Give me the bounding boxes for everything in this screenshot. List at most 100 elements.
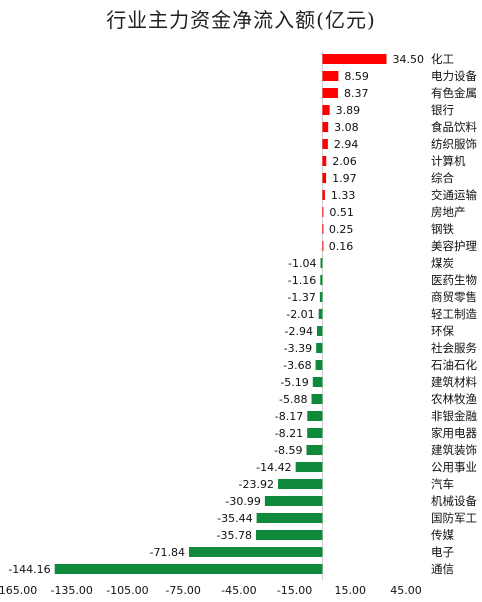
data-label: -30.99 <box>225 495 260 508</box>
bar <box>307 411 323 421</box>
data-label: 2.06 <box>332 155 357 168</box>
category-label: 机械设备 <box>431 494 477 508</box>
data-label: -2.01 <box>286 308 314 321</box>
data-label: -1.37 <box>287 291 315 304</box>
data-label: 0.25 <box>329 223 354 236</box>
category-label: 钢铁 <box>431 222 454 236</box>
category-label: 煤炭 <box>431 256 454 270</box>
category-label: 电力设备 <box>431 69 477 83</box>
bar <box>316 326 323 336</box>
category-label: 传媒 <box>431 528 454 542</box>
data-label: -3.68 <box>283 359 311 372</box>
category-label: 交通运输 <box>431 188 477 202</box>
category-label: 社会服务 <box>431 341 477 355</box>
bar <box>189 547 323 557</box>
bar <box>278 479 323 489</box>
bar <box>322 71 339 81</box>
category-label: 有色金属 <box>431 86 477 100</box>
chart-title: 行业主力资金净流入额(亿元) <box>106 8 376 32</box>
data-label: -8.21 <box>275 427 303 440</box>
category-label: 石油石化 <box>431 358 477 372</box>
category-label: 计算机 <box>431 154 466 168</box>
bar <box>322 88 338 98</box>
x-tick-label: -75.00 <box>165 584 200 597</box>
category-label: 商贸零售 <box>431 290 477 304</box>
data-label: -5.88 <box>279 393 307 406</box>
data-label: -1.16 <box>288 274 316 287</box>
bar <box>322 139 328 149</box>
data-label: 1.33 <box>331 189 356 202</box>
category-label: 国防军工 <box>431 511 477 525</box>
bar <box>322 156 327 166</box>
data-label: -2.94 <box>284 325 312 338</box>
category-label: 建筑材料 <box>431 375 477 389</box>
data-label: 0.16 <box>329 240 354 253</box>
category-label: 房地产 <box>431 205 466 219</box>
bar <box>311 394 323 404</box>
bar <box>307 428 323 438</box>
data-label: -5.19 <box>280 376 308 389</box>
category-label: 电子 <box>431 545 454 559</box>
bar <box>320 258 323 268</box>
bar <box>306 445 323 455</box>
category-label: 美容护理 <box>431 239 477 253</box>
category-label: 通信 <box>431 562 454 576</box>
bar <box>54 564 323 574</box>
bar <box>322 224 324 234</box>
x-tick-label: -105.00 <box>106 584 148 597</box>
x-tick-label: 45.00 <box>390 584 422 597</box>
bar <box>322 241 324 251</box>
bar <box>312 377 323 387</box>
bar <box>255 530 323 540</box>
category-label: 银行 <box>431 103 454 117</box>
bar <box>318 309 323 319</box>
data-label: -8.17 <box>275 410 303 423</box>
category-label: 综合 <box>431 171 454 185</box>
bar <box>295 462 323 472</box>
bar <box>315 360 323 370</box>
x-tick-label: 15.00 <box>335 584 367 597</box>
data-label: -35.78 <box>217 529 252 542</box>
bar <box>256 513 323 523</box>
bar <box>322 207 324 217</box>
x-tick-label: -165.00 <box>0 584 37 597</box>
data-label: -144.16 <box>8 563 50 576</box>
bar <box>264 496 323 506</box>
data-label: -23.92 <box>239 478 274 491</box>
bar <box>322 122 329 132</box>
data-label: 3.08 <box>334 121 359 134</box>
x-tick-label: -135.00 <box>50 584 92 597</box>
bar <box>320 275 323 285</box>
bar <box>322 54 387 64</box>
category-label: 医药生物 <box>431 273 477 287</box>
data-label: -8.59 <box>274 444 302 457</box>
data-label: 2.94 <box>334 138 359 151</box>
category-label: 纺织服饰 <box>431 137 477 151</box>
data-label: -71.84 <box>150 546 185 559</box>
data-label: 34.50 <box>393 53 425 66</box>
data-label: -1.04 <box>288 257 316 270</box>
category-label: 农林牧渔 <box>431 392 477 406</box>
bar <box>322 190 325 200</box>
category-label: 汽车 <box>431 477 454 491</box>
x-tick-label: -45.00 <box>221 584 256 597</box>
data-label: 1.97 <box>332 172 357 185</box>
category-label: 轻工制造 <box>431 307 477 321</box>
category-label: 食品饮料 <box>431 120 477 134</box>
data-label: -3.39 <box>284 342 312 355</box>
bar <box>319 292 323 302</box>
category-label: 非银金融 <box>431 409 477 423</box>
category-label: 建筑装饰 <box>431 443 477 457</box>
data-label: 8.59 <box>344 70 369 83</box>
data-label: 0.51 <box>329 206 354 219</box>
data-label: -14.42 <box>256 461 291 474</box>
category-label: 化工 <box>431 52 454 66</box>
bar <box>322 105 330 115</box>
bar <box>316 343 323 353</box>
x-tick-label: -15.00 <box>277 584 312 597</box>
data-label: -35.44 <box>217 512 252 525</box>
data-label: 3.89 <box>336 104 361 117</box>
bar <box>322 173 327 183</box>
data-label: 8.37 <box>344 87 369 100</box>
